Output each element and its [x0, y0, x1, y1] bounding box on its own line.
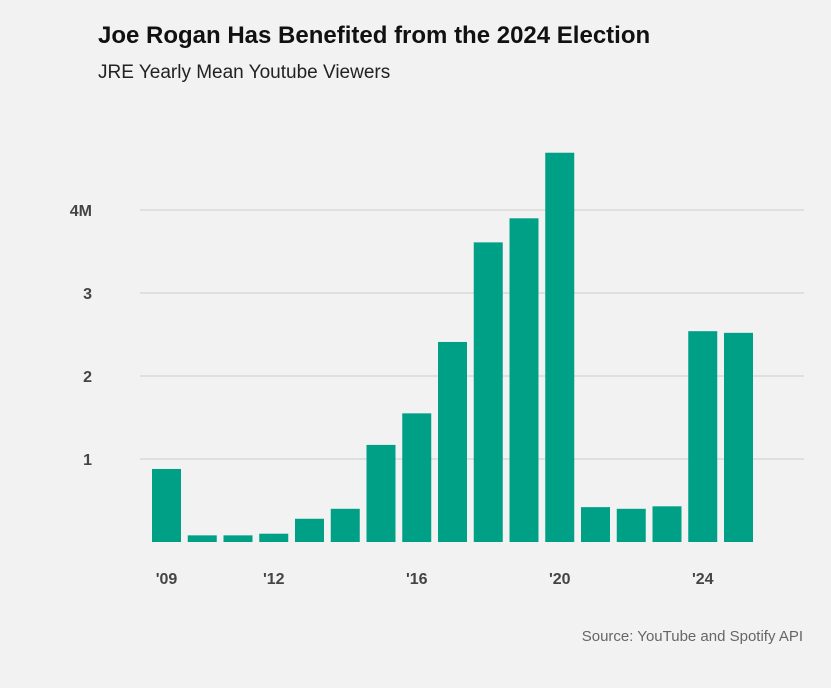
bar-2011: [223, 535, 253, 542]
x-tick-label: '12: [263, 571, 285, 588]
y-tick-label: 1: [83, 452, 92, 469]
bar-2020: [545, 152, 575, 543]
bar-2018: [473, 242, 503, 542]
bar-2017: [438, 341, 467, 542]
x-tick-label: '24: [692, 571, 714, 588]
chart-subtitle: JRE Yearly Mean Youtube Viewers: [98, 62, 391, 83]
bar-2015: [366, 444, 396, 542]
bar-2023: [652, 506, 682, 542]
y-tick-label: 4M: [70, 203, 92, 220]
bar-2024: [688, 331, 718, 542]
bar-2010: [187, 535, 217, 542]
x-tick-label: '09: [156, 571, 178, 588]
chart-title: Joe Rogan Has Benefited from the 2024 El…: [98, 22, 651, 49]
bar-2016: [402, 413, 432, 542]
x-tick-label: '20: [549, 571, 571, 588]
bar-2013: [295, 518, 324, 542]
x-tick-label: '16: [406, 571, 428, 588]
bar-2022: [616, 508, 646, 542]
bar-2014: [330, 508, 360, 542]
bar-2025: [724, 332, 753, 542]
bar-2021: [581, 507, 610, 542]
y-tick-label: 3: [83, 286, 92, 303]
bar-2012: [259, 533, 289, 542]
source-note: Source: YouTube and Spotify API: [581, 628, 803, 645]
bar-2009: [152, 468, 181, 542]
y-tick-label: 2: [83, 369, 92, 386]
bar-2019: [509, 218, 539, 543]
